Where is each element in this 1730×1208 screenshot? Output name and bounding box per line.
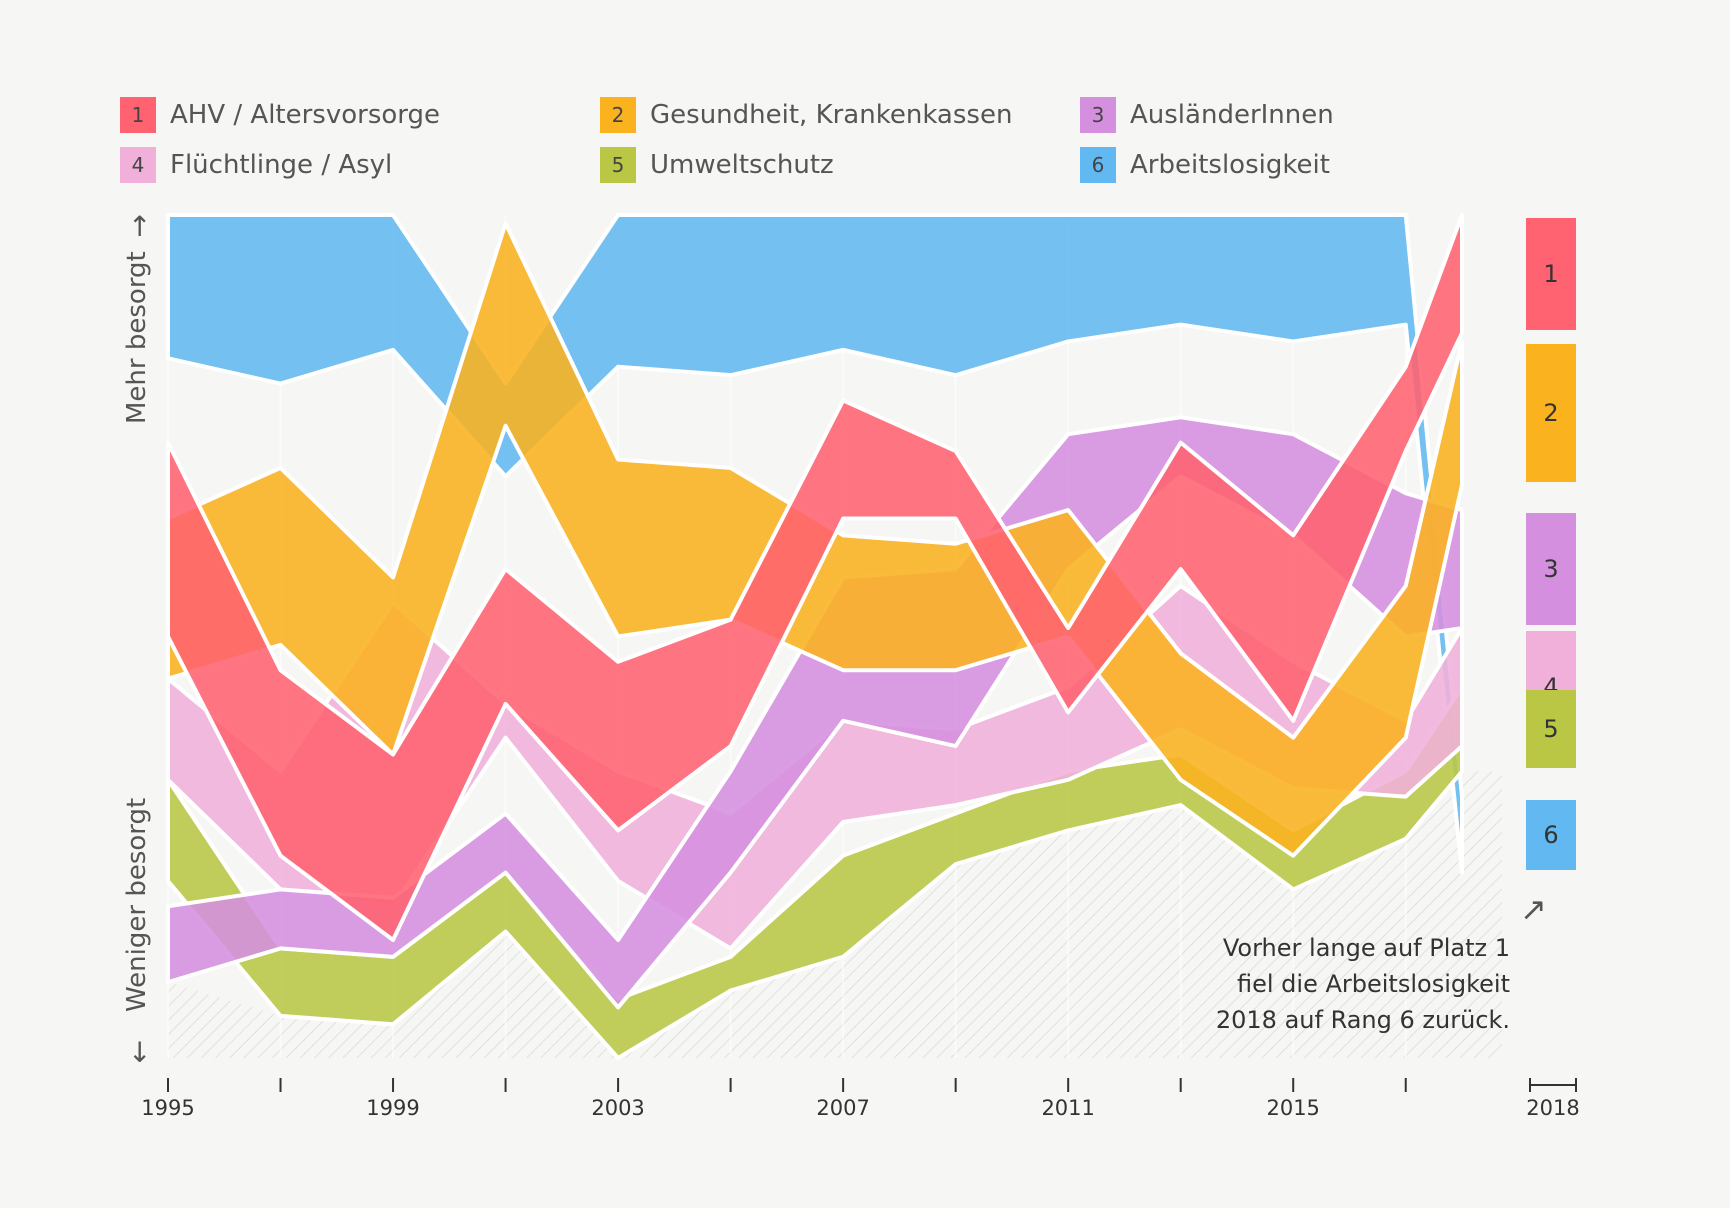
tick-label: 2018	[1526, 1096, 1580, 1120]
legend-label: AHV / Altersvorsorge	[170, 100, 441, 130]
rank-box-3: 3	[1526, 513, 1576, 626]
rank-box-2: 2	[1526, 344, 1576, 482]
legend-item-arbeitslosigkeit: 6 Arbeitslosigkeit	[1080, 146, 1330, 184]
legend-item-ahv: 1 AHV / Altersvorsorge	[120, 96, 440, 134]
down-arrow-icon: ↓	[128, 1036, 152, 1069]
legend-item-auslaender: 3 AusländerInnen	[1080, 96, 1334, 134]
annotation-line: Vorher lange auf Platz 1	[1222, 934, 1510, 962]
annotation-line: 2018 auf Rang 6 zurück.	[1215, 1006, 1510, 1034]
legend-item-fluechtlinge: 4 Flüchtlinge / Asyl	[120, 146, 392, 184]
tick-label: 2003	[591, 1096, 645, 1120]
tick-label: 2015	[1266, 1096, 1320, 1120]
x-tick-2018-bracket	[1529, 1078, 1577, 1092]
hatch-floor	[168, 771, 1502, 1058]
legend-swatch: 5	[600, 147, 636, 183]
rank-box-5: 5	[1526, 690, 1576, 769]
axis-label-more: Mehr besorgt	[122, 251, 152, 424]
legend-label: Arbeitslosigkeit	[1130, 150, 1330, 180]
series-band-3	[166, 415, 1464, 1010]
legend-swatch: 6	[1080, 147, 1116, 183]
legend-swatch: 1	[120, 97, 156, 133]
tick-label: 1995	[141, 1096, 195, 1120]
legend-label: Flüchtlinge / Asyl	[170, 150, 393, 180]
up-arrow-icon: ↑	[128, 210, 152, 243]
annotation-arrow-icon: ↗	[1520, 890, 1547, 928]
legend-swatch: 2	[600, 97, 636, 133]
series-band-5	[166, 685, 1464, 1060]
rank-box-6: 6	[1526, 799, 1576, 870]
tick-label: 1999	[366, 1096, 420, 1120]
legend-label: AusländerInnen	[1130, 100, 1334, 130]
legend-item-umweltschutz: 5 Umweltschutz	[600, 146, 834, 184]
tick-label: 2007	[816, 1096, 870, 1120]
legend-swatch: 3	[1080, 97, 1116, 133]
rank-box-1: 1	[1526, 218, 1576, 331]
tick-label: 2011	[1041, 1096, 1095, 1120]
annotation: Vorher lange auf Platz 1 fiel die Arbeit…	[1150, 930, 1510, 1038]
annotation-line: fiel die Arbeitslosigkeit	[1237, 970, 1510, 998]
legend-label: Umweltschutz	[650, 150, 834, 180]
legend-item-gesundheit: 2 Gesundheit, Krankenkassen	[600, 96, 1012, 134]
series-band-1	[166, 213, 1464, 942]
axis-label-less: Weniger besorgt	[122, 797, 152, 1012]
legend-label: Gesundheit, Krankenkassen	[650, 100, 1013, 130]
legend-swatch: 4	[120, 147, 156, 183]
